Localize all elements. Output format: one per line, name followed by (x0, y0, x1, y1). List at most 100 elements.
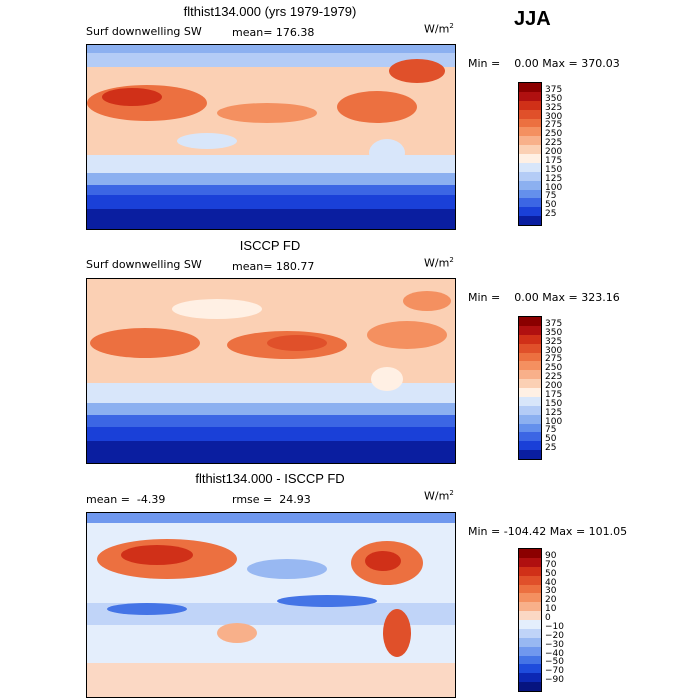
colorbar-tick-label: 300 (545, 111, 563, 122)
colorbar-tick-label: 250 (545, 363, 563, 374)
colorbar-tick-label: −40 (545, 648, 564, 659)
colorbar-tick-label: 200 (545, 381, 563, 391)
colorbar-tick-label: −20 (545, 630, 564, 641)
panel1-variable-label: Surf downwelling SW (86, 25, 202, 38)
colorbar-swatch (519, 673, 541, 683)
colorbar-swatch (519, 620, 541, 629)
colorbar-tick-label: 50 (545, 568, 557, 579)
colorbar-tick-label: 100 (545, 182, 563, 193)
colorbar-tick-label: 50 (545, 200, 557, 211)
panel1-colorbar-labels: 375 350 325 300 275 250 225 200 175 150 125 100 75 50… (545, 82, 585, 224)
panel2-mean: mean= 180.77 (232, 260, 314, 273)
colorbar-swatch (519, 584, 541, 594)
colorbar-tick-label: 10 (545, 604, 557, 615)
panel2-mean-value: 180.77 (275, 260, 315, 273)
colorbar-swatch (519, 127, 541, 137)
panel1-colorbar (518, 82, 542, 226)
colorbar-swatch (519, 216, 541, 225)
colorbar-tick-label: 100 (545, 416, 563, 427)
colorbar-swatch (519, 189, 541, 199)
colorbar-swatch (519, 405, 541, 415)
colorbar-tick-label: 150 (545, 398, 563, 409)
colorbar-swatch (519, 611, 541, 620)
colorbar-swatch (519, 100, 541, 110)
colorbar-swatch (519, 83, 541, 92)
colorbar-tick-label: 125 (545, 173, 563, 184)
panel2-map (86, 278, 456, 464)
colorbar-swatch (519, 432, 541, 442)
colorbar-swatch (519, 566, 541, 576)
colorbar-tick-label: 275 (545, 120, 563, 131)
colorbar-tick-label: −50 (545, 657, 564, 668)
panel2-minmax: Min = 0.00 Max = 323.16 (468, 291, 620, 304)
panel2-colorbar (518, 316, 542, 460)
season-label: JJA (514, 8, 551, 30)
colorbar-swatch (519, 370, 541, 380)
panel3-rmse-value: 24.93 (279, 493, 311, 506)
colorbar-swatch (519, 664, 541, 674)
colorbar-tick-label: 200 (545, 147, 563, 157)
panel1-title: flthist134.000 (yrs 1979-1979) (183, 4, 357, 19)
panel1-mean-value: 176.38 (275, 26, 315, 39)
panel3-units: W/m2 (424, 489, 454, 503)
colorbar-swatch (519, 682, 541, 691)
colorbar-tick-label: 300 (545, 345, 563, 356)
panel3-mean-value: -4.39 (136, 493, 166, 506)
colorbar-swatch (519, 352, 541, 362)
panel3-mean-label: mean = (86, 493, 130, 506)
colorbar-tick-label: 40 (545, 577, 557, 588)
panel3-colorbar (518, 548, 542, 692)
panel1-map (86, 44, 456, 230)
colorbar-swatch (519, 549, 541, 558)
colorbar-swatch (519, 91, 541, 101)
colorbar-swatch (519, 388, 541, 397)
colorbar-tick-label: 75 (545, 425, 557, 436)
colorbar-swatch (519, 655, 541, 665)
colorbar-swatch (519, 207, 541, 217)
colorbar-swatch (519, 450, 541, 459)
colorbar-tick-label: 325 (545, 336, 563, 347)
panel3-rmse: rmse = 24.93 (232, 493, 311, 506)
colorbar-tick-label: 375 (545, 84, 563, 95)
panel2-units: W/m2 (424, 256, 454, 270)
colorbar-tick-label: 25 (545, 443, 557, 454)
colorbar-tick-label: 150 (545, 164, 563, 175)
colorbar-tick-label: 90 (545, 550, 557, 561)
colorbar-swatch (519, 154, 541, 163)
colorbar-tick-label: 225 (545, 372, 563, 383)
colorbar-tick-label: 350 (545, 327, 563, 338)
colorbar-swatch (519, 646, 541, 656)
colorbar-swatch (519, 396, 541, 406)
colorbar-swatch (519, 441, 541, 451)
colorbar-tick-label: −90 (545, 675, 564, 686)
colorbar-swatch (519, 414, 541, 424)
panel2-field (87, 279, 455, 463)
colorbar-tick-label: 50 (545, 434, 557, 445)
colorbar-swatch (519, 118, 541, 128)
colorbar-swatch (519, 637, 541, 647)
colorbar-tick-label: 0 (545, 613, 551, 623)
colorbar-swatch (519, 325, 541, 335)
colorbar-swatch (519, 602, 541, 612)
panel2-title: ISCCP FD (239, 238, 301, 253)
panel1-mean-label: mean= (232, 26, 273, 39)
panel2-mean-label: mean= (232, 260, 273, 273)
colorbar-swatch (519, 334, 541, 344)
colorbar-swatch (519, 180, 541, 190)
panel3-mean: mean = -4.39 (86, 493, 165, 506)
colorbar-tick-label: 30 (545, 586, 557, 597)
colorbar-tick-label: 175 (545, 389, 563, 400)
colorbar-tick-label: 175 (545, 155, 563, 166)
colorbar-swatch (519, 198, 541, 208)
colorbar-tick-label: 225 (545, 138, 563, 149)
panel1-units: W/m2 (424, 22, 454, 36)
colorbar-swatch (519, 317, 541, 326)
colorbar-swatch (519, 593, 541, 603)
panel3-rmse-label: rmse = (232, 493, 273, 506)
panel2-colorbar-labels: 375 350 325 300 275 250 225 200 175 150 125 100 75 50… (545, 316, 585, 458)
panel3-title: flthist134.000 - ISCCP FD (195, 471, 345, 486)
colorbar-tick-label: 275 (545, 354, 563, 365)
colorbar-tick-label: 25 (545, 209, 557, 220)
panel1-mean: mean= 176.38 (232, 26, 314, 39)
panel3-colorbar-labels: 90 70 50 40 30 20 10 0 −10 −20 −30 −40 −50 −70 −90 (545, 548, 585, 690)
